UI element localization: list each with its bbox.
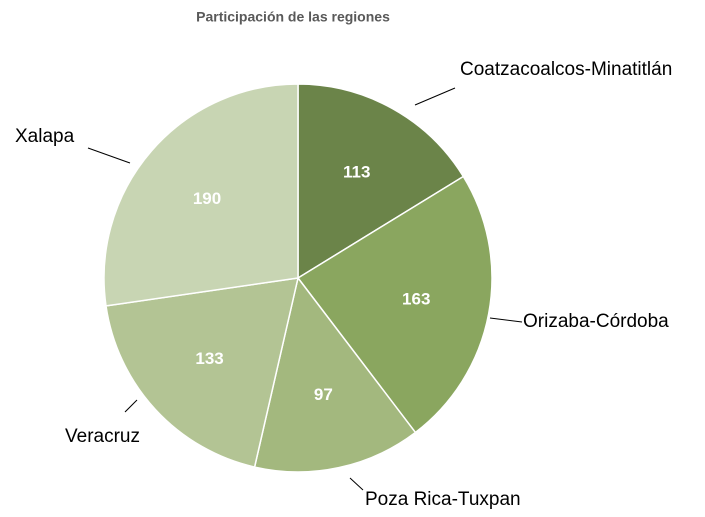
pie-slice	[253, 276, 417, 473]
value-label: 133	[195, 349, 223, 368]
category-label: Veracruz	[65, 426, 140, 447]
leader-line	[489, 317, 523, 323]
category-label: Orizaba-Córdoba	[523, 311, 669, 332]
pie-slice	[103, 83, 299, 307]
pie-slice	[297, 83, 465, 280]
leader-line	[349, 477, 364, 491]
value-label: 163	[402, 290, 430, 309]
leader-line	[414, 87, 456, 106]
pie-slice	[296, 175, 493, 434]
category-label: Coatzacoalcos-Minatitlán	[460, 59, 672, 80]
value-label: 97	[314, 385, 333, 404]
category-label: Poza Rica-Tuxpan	[365, 489, 521, 510]
chart-title: Participación de las regiones	[196, 9, 390, 25]
leader-line	[124, 399, 138, 413]
pie-slice	[105, 277, 299, 468]
leader-line	[87, 147, 131, 164]
category-label: Xalapa	[15, 126, 75, 147]
value-label: 190	[193, 189, 221, 208]
value-label: 113	[343, 163, 370, 182]
